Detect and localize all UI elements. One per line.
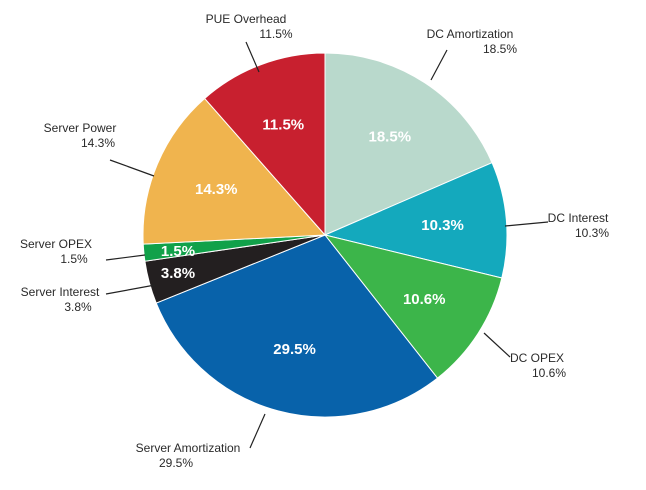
slice-name-label-server-amortization: Server Amortization — [136, 441, 241, 455]
slice-value-label-dc-opex: 10.6% — [403, 291, 446, 308]
leader-line-dc-interest — [504, 221, 549, 227]
leader-line-pue-overhead — [245, 41, 260, 73]
slice-value-label-pue-overhead: 11.5% — [262, 117, 304, 134]
pie-slice-server-amortization — [155, 234, 439, 418]
slice-name-label-server-opex: Server OPEX — [20, 237, 92, 251]
slice-value-label-server-amortization: 29.5% — [273, 341, 316, 358]
slice-name-label-pue-overhead: PUE Overhead — [206, 12, 287, 26]
slice-percent-label-dc-interest: 10.3% — [575, 226, 609, 240]
slice-name-label-dc-interest: DC Interest — [548, 211, 609, 225]
slice-name-label-dc-amortization: DC Amortization — [427, 27, 514, 41]
pie-slice-dc-opex — [323, 234, 503, 379]
pie-slice-server-power — [142, 97, 327, 245]
slice-percent-label-server-amortization: 29.5% — [159, 456, 193, 470]
slice-name-label-server-interest: Server Interest — [21, 285, 100, 299]
leader-line-server-amortization — [249, 413, 266, 449]
slice-value-label-server-power: 14.3% — [195, 181, 238, 198]
slice-value-label-server-interest: 3.8% — [161, 265, 195, 282]
leader-line-server-power — [109, 159, 155, 177]
slice-percent-label-server-power: 14.3% — [81, 136, 115, 150]
pie-slice-dc-amortization — [324, 52, 493, 236]
slice-value-label-server-opex: 1.5% — [161, 243, 195, 260]
slice-percent-label-dc-opex: 10.6% — [532, 366, 566, 380]
slice-percent-label-server-opex: 1.5% — [60, 252, 88, 266]
slice-percent-label-server-interest: 3.8% — [64, 300, 92, 314]
slice-value-label-dc-interest: 10.3% — [421, 217, 464, 234]
leader-line-server-interest — [105, 284, 156, 295]
leader-line-dc-opex — [483, 332, 511, 358]
slice-name-label-server-power: Server Power — [44, 121, 117, 135]
leader-line-server-opex — [105, 254, 146, 261]
pie-slice-dc-interest — [323, 162, 508, 279]
slice-name-label-dc-opex: DC OPEX — [510, 351, 564, 365]
pie-slice-pue-overhead — [203, 52, 326, 237]
slice-value-label-dc-amortization: 18.5% — [369, 128, 412, 145]
slice-percent-label-dc-amortization: 18.5% — [483, 42, 517, 56]
slice-percent-label-pue-overhead: 11.5% — [259, 27, 292, 41]
leader-line-dc-amortization — [430, 49, 448, 81]
